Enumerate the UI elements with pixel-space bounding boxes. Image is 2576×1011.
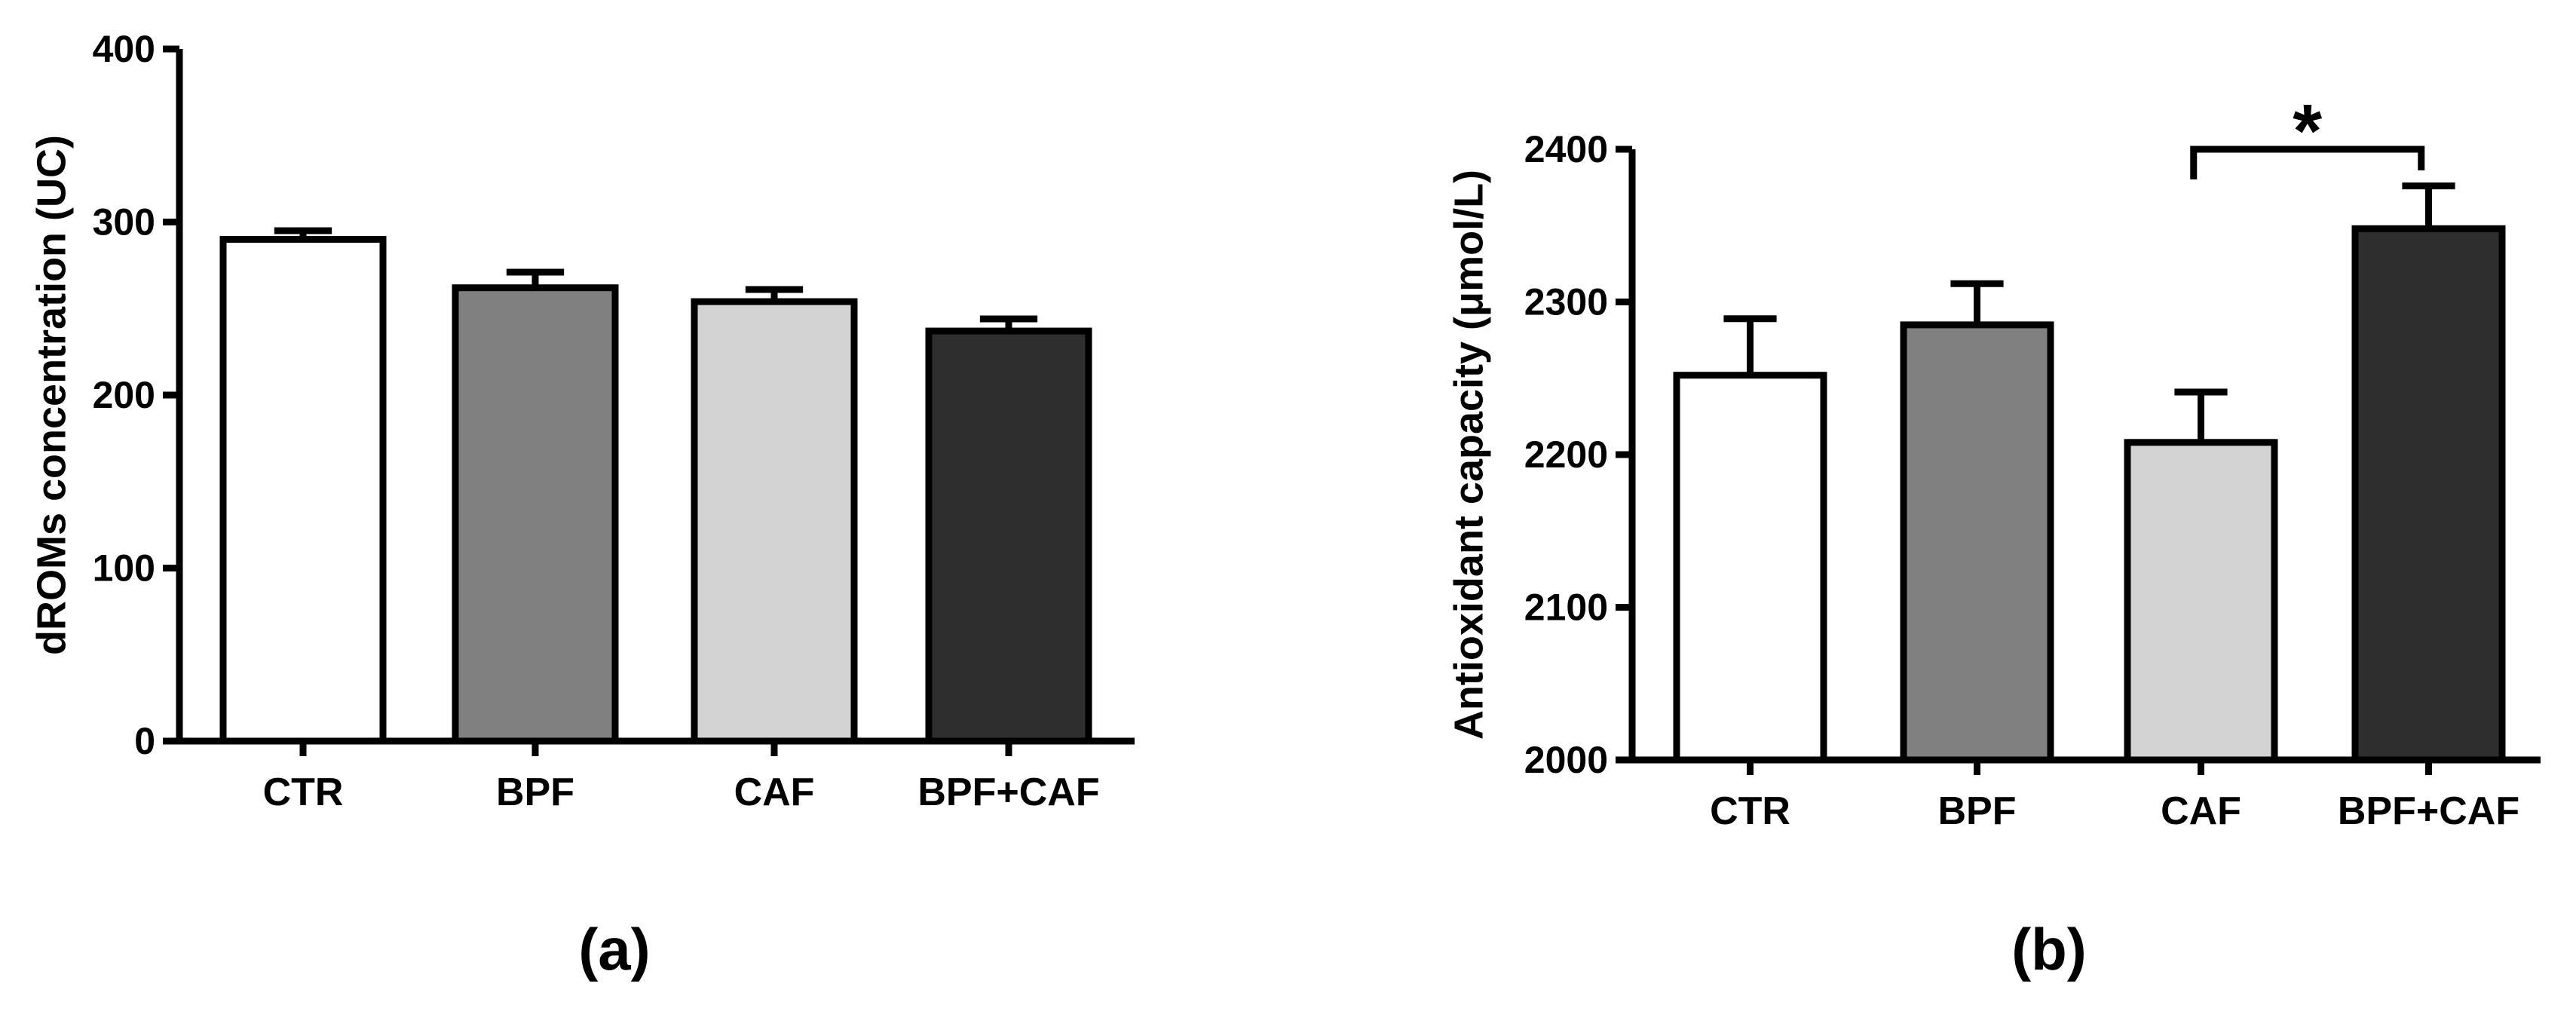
panel-a-x-tick-label: CAF — [734, 771, 815, 814]
panel-b-significance-bracket — [2190, 146, 2425, 179]
panel-b-y-tick-label: 2100 — [1524, 587, 1608, 629]
panel-b-chart: Antioxidant capacity (μmol/L) (b) 2000 21… — [1446, 89, 2541, 982]
panel-a-y-axis-title: dROMs concentration (UC) — [29, 135, 74, 655]
panel-a-x-tick-label: BPF — [496, 771, 574, 814]
panel-b-bar — [1900, 321, 2054, 764]
panel-b-bar — [2124, 439, 2278, 764]
panel-a-bar — [219, 235, 387, 745]
panel-b-y-tick-label: 2400 — [1524, 128, 1608, 170]
panel-b-bar — [2351, 225, 2506, 764]
panel-a-chart: dROMs concentration (UC) (a) 0 100 200 300 4… — [29, 28, 1135, 982]
panel-b-y-tick-label: 2200 — [1524, 434, 1608, 476]
panel-a-y-tick-label: 200 — [93, 374, 155, 416]
panel-b-x-tick-label: CAF — [2161, 789, 2241, 833]
panel-a-x-tick-label: CTR — [263, 771, 344, 814]
panel-a-bar — [925, 327, 1092, 745]
panel-a-bar — [452, 284, 619, 745]
panel-a-y-tick-label: 300 — [93, 201, 155, 244]
panel-b-label: (b) — [2011, 916, 2087, 982]
panel-b-y-tick-label: 2300 — [1524, 281, 1608, 323]
panel-a-x-tick-label: BPF+CAF — [917, 771, 1099, 814]
panel-a-y-tick-label: 100 — [93, 547, 155, 590]
panel-b-x-tick-label: CTR — [1710, 789, 1790, 833]
panel-a-y-tick-label: 0 — [134, 720, 155, 762]
panel-b-x-tick-label: BPF+CAF — [2338, 789, 2519, 833]
panel-b-significance-label: * — [2293, 89, 2322, 173]
panel-b-y-axis-title: Antioxidant capacity (μmol/L) — [1446, 170, 1491, 740]
panel-a-label: (a) — [578, 916, 650, 982]
panel-b-x-tick-label: BPF — [1938, 789, 2017, 833]
panel-a-y-tick-label: 400 — [93, 28, 155, 70]
panel-b-bar — [1673, 372, 1827, 764]
panel-b-y-tick-label: 2000 — [1524, 739, 1608, 781]
panel-a-bar — [691, 298, 858, 745]
